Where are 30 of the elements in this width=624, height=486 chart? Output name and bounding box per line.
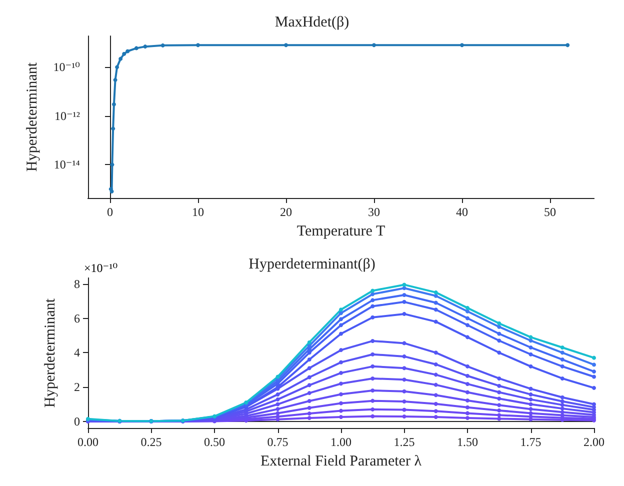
x-tick-label: 0.25 bbox=[140, 435, 162, 449]
x-tick-label: 2.00 bbox=[584, 435, 604, 449]
x-tick-label: 40 bbox=[456, 205, 468, 219]
x-tick-label: 50 bbox=[544, 205, 556, 219]
chart-title: MaxHdet(β) bbox=[274, 14, 350, 30]
text: ×10⁻¹⁰ bbox=[84, 261, 118, 275]
x-tick-label: 1.25 bbox=[394, 435, 415, 449]
y-tick-label: 8 bbox=[74, 276, 80, 291]
x-tick-label: 20 bbox=[280, 205, 292, 219]
x-tick-label: 10 bbox=[192, 205, 204, 219]
y-tick-label: 4 bbox=[74, 346, 80, 360]
x-tick-label: 0 bbox=[107, 205, 113, 219]
x-tick-label: 1.00 bbox=[330, 435, 352, 449]
x-axis-title: Temperature T bbox=[296, 224, 386, 240]
x-axis-title: External Field Parameter λ bbox=[260, 454, 422, 470]
y-axis-title: Hyperdeterminant bbox=[42, 298, 58, 408]
x-tick-label: 1.75 bbox=[520, 435, 542, 449]
y-tick-label: 2 bbox=[74, 380, 80, 394]
y-tick-label: 10⁻¹⁴ bbox=[54, 158, 80, 172]
y-tick-label: 10⁻¹² bbox=[54, 108, 80, 123]
x-tick-label: 0.50 bbox=[204, 435, 225, 449]
y-tick-label: 10⁻¹⁰ bbox=[53, 60, 80, 74]
chart-title: Hyperdeterminant(β) bbox=[248, 256, 376, 272]
y-tick-label: 0 bbox=[74, 414, 80, 428]
x-tick-label: 0.00 bbox=[78, 435, 98, 449]
y-axis-title: Hyperdeterminant bbox=[24, 62, 40, 172]
y-tick-label: 6 bbox=[74, 311, 80, 326]
x-tick-label: 0.75 bbox=[267, 435, 288, 449]
x-tick-label: 1.50 bbox=[457, 435, 478, 449]
x-tick-label: 30 bbox=[368, 205, 380, 219]
